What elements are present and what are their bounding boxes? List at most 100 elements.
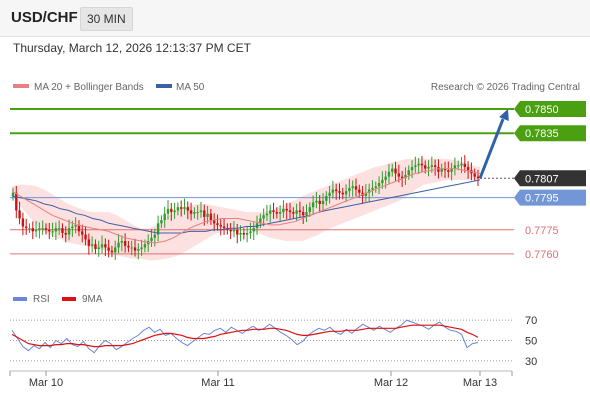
candle-body	[209, 213, 213, 221]
price-levels	[10, 108, 514, 255]
candle-body	[245, 232, 249, 235]
candle-body	[110, 250, 114, 253]
candle-body	[252, 228, 255, 232]
level-label-0.7807: 0.7807	[525, 173, 559, 185]
candle-body	[341, 192, 344, 195]
rsi-tick-50: 50	[525, 336, 537, 348]
candle-body	[114, 247, 117, 253]
candle-body	[150, 237, 153, 242]
candle-body	[331, 189, 335, 193]
candle-body	[417, 163, 420, 166]
price-level-labels: 0.7850 0.7835 0.7807 0.7795 0.7775 0.7760	[514, 101, 586, 261]
ma20-legend-label: MA 20 + Bollinger Bands	[34, 82, 144, 93]
x-tick-label: Mar 10	[29, 377, 63, 389]
candle-body	[193, 212, 196, 214]
candle-body	[81, 231, 84, 235]
ma9-legend-swatch	[62, 297, 76, 301]
rsi-tick-70: 70	[525, 315, 537, 327]
candle-body	[87, 239, 91, 246]
candle-body	[61, 228, 64, 233]
candle-body	[28, 228, 31, 230]
ma20-line	[11, 168, 481, 244]
candle-body	[285, 208, 288, 211]
candle-body	[222, 226, 226, 229]
candle-body	[130, 247, 133, 249]
candle-body	[305, 212, 308, 216]
candle-body	[414, 165, 417, 167]
candle-body	[292, 212, 295, 214]
candle-body	[348, 187, 351, 192]
candle-body	[437, 166, 440, 172]
ma50-legend-swatch	[156, 84, 172, 88]
candle-body	[407, 170, 410, 176]
candle-body	[410, 166, 414, 171]
candle-body	[15, 192, 18, 211]
candle-body	[90, 244, 94, 246]
candle-body	[127, 245, 130, 248]
candle-body	[420, 163, 424, 166]
candle-body	[318, 200, 321, 205]
level-tag-0.7835	[514, 125, 586, 142]
rsi-legend-swatch	[13, 297, 27, 301]
level-tag-0.7850	[514, 101, 586, 118]
candle-body	[447, 170, 450, 172]
ma20-legend-swatch	[13, 84, 29, 88]
rsi-tick-30: 30	[525, 356, 537, 368]
candle-body	[236, 229, 239, 235]
candle-body	[249, 231, 252, 233]
candle-body	[137, 249, 140, 251]
x-tick-label: Mar 12	[374, 377, 408, 389]
candle-body	[354, 186, 358, 190]
candle-body	[203, 210, 206, 217]
candle-body	[163, 213, 166, 221]
candle-body	[170, 208, 173, 213]
candle-body	[298, 210, 302, 213]
candle-body	[275, 212, 279, 214]
candle-body	[430, 165, 434, 167]
level-label-0.7795: 0.7795	[525, 193, 559, 205]
candle-body	[262, 215, 265, 219]
candle-body	[440, 168, 443, 172]
rsi-legend: RSI 9MA	[13, 294, 103, 305]
candle-body	[31, 228, 34, 232]
copyright-text: Research © 2026 Trading Central	[431, 82, 580, 93]
candle-body	[460, 163, 463, 166]
x-tick-label: Mar 13	[463, 377, 497, 389]
candle-body	[216, 223, 219, 225]
candle-body	[120, 241, 124, 243]
candle-body	[476, 176, 480, 179]
candle-body	[71, 226, 74, 229]
candle-body	[153, 234, 157, 238]
candle-body	[433, 165, 437, 167]
candle-body	[140, 247, 143, 250]
candle-body	[259, 218, 262, 224]
candle-body	[242, 232, 246, 235]
candle-body	[166, 208, 170, 214]
candle-body	[453, 165, 457, 169]
candle-body	[77, 224, 81, 232]
candle-body	[466, 166, 470, 171]
rsi-line	[11, 319, 479, 354]
candle-body	[44, 228, 48, 230]
candle-body	[334, 189, 338, 192]
level-label-0.7835: 0.7835	[525, 128, 559, 140]
candle-body	[196, 212, 199, 214]
candle-body	[97, 247, 100, 250]
candle-body	[265, 213, 269, 216]
x-axis: Mar 10 Mar 11 Mar 12 Mar 13	[9, 371, 513, 389]
candle-body	[176, 207, 180, 211]
candle-body	[308, 207, 312, 213]
candle-body	[443, 168, 447, 171]
timeframe-button[interactable]: 30 MIN	[80, 7, 133, 31]
candle-body	[38, 228, 41, 230]
candle-body	[367, 189, 371, 193]
bollinger-band-area	[12, 158, 480, 261]
candle-body	[302, 212, 305, 216]
price-legend: MA 20 + Bollinger Bands MA 50 Research ©…	[13, 82, 580, 93]
candle-body	[315, 200, 318, 203]
candle-body	[321, 200, 325, 205]
ma9-line	[11, 324, 479, 348]
candle-body	[173, 210, 176, 213]
candle-body	[387, 171, 391, 177]
